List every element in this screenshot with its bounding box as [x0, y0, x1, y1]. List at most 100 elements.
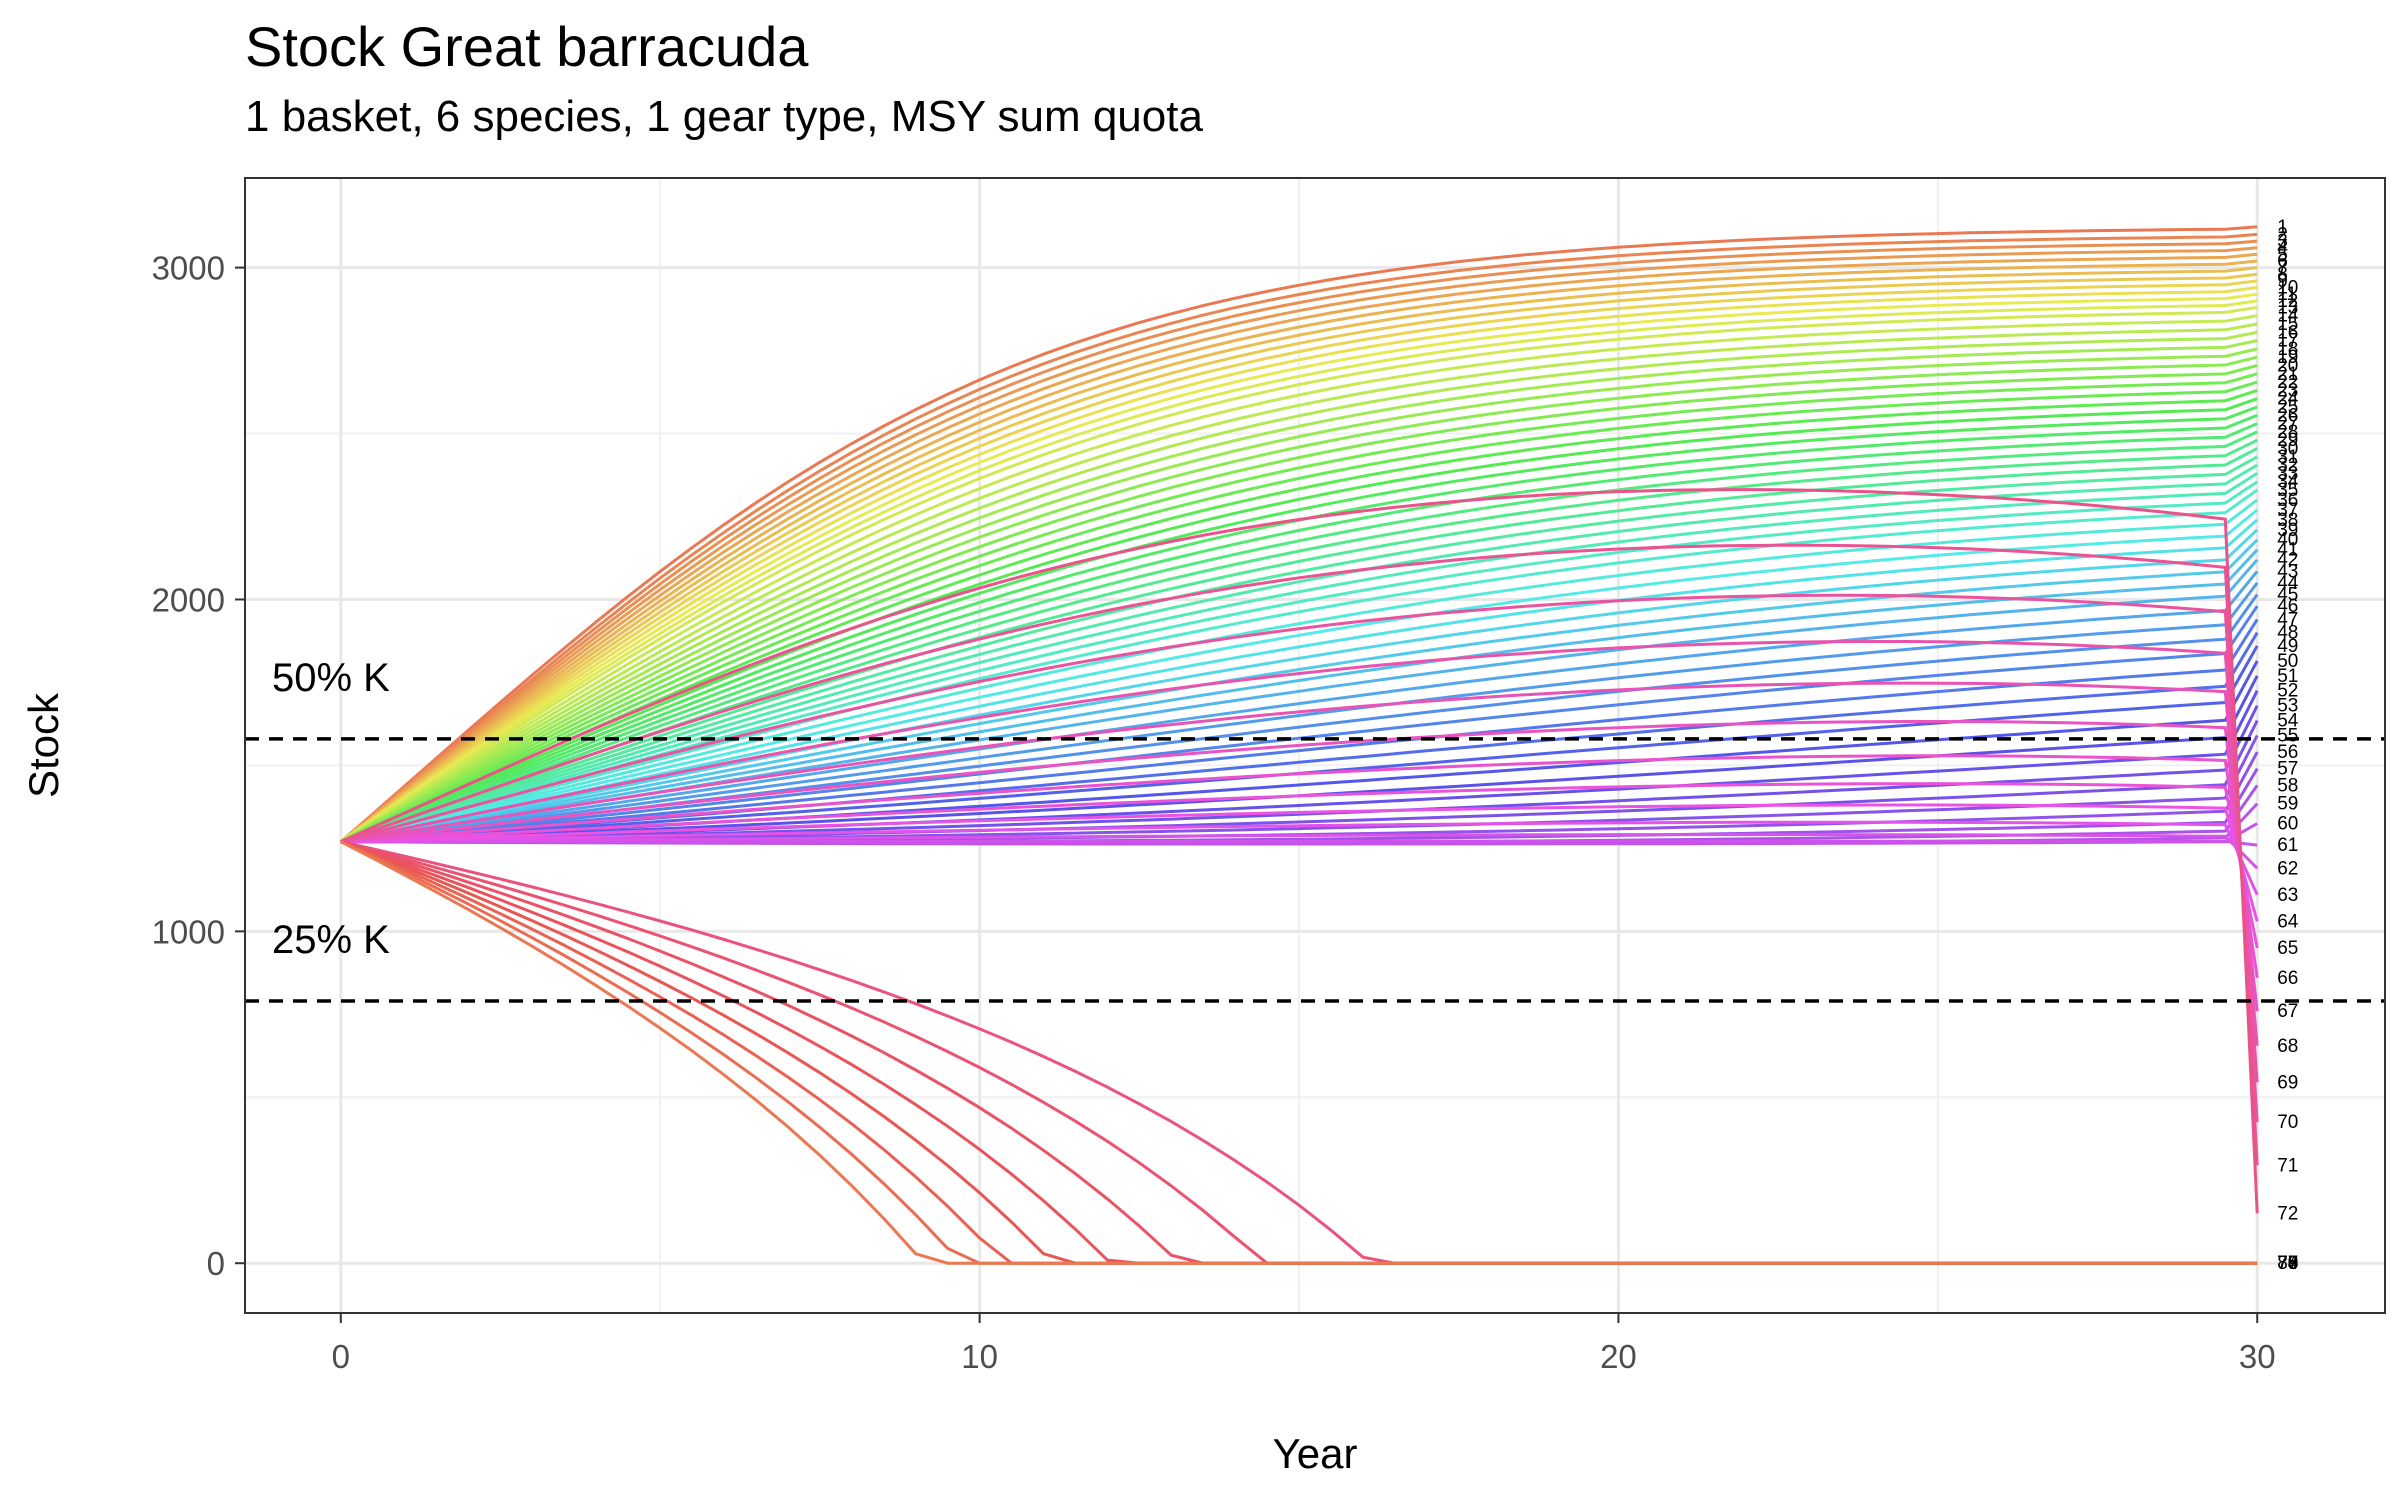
series-line — [340, 720, 2259, 1012]
series-line — [339, 305, 2258, 843]
series-end-label: 80 — [2277, 1253, 2298, 1274]
series-end-label: 49 — [2277, 636, 2298, 657]
series-line — [340, 820, 2259, 896]
series-end-label: 37 — [2277, 500, 2298, 521]
series-end-label: 38 — [2277, 510, 2298, 531]
series-end-label: 14 — [2277, 306, 2299, 327]
series-end-label: 40 — [2277, 530, 2298, 551]
panel-border — [244, 177, 2386, 1314]
series-end-label: 66 — [2277, 968, 2298, 989]
series-end-label: 57 — [2277, 759, 2298, 780]
y-tick-label: 0 — [207, 1245, 225, 1282]
series-end-label: 43 — [2277, 561, 2298, 582]
series-end-label: 11 — [2277, 284, 2297, 305]
series-line — [340, 581, 2259, 844]
series-line — [340, 463, 2258, 844]
series-line — [340, 593, 2259, 1123]
series-end-label: 63 — [2277, 885, 2298, 906]
series-end-label: 53 — [2277, 696, 2298, 717]
series-line — [339, 259, 2258, 843]
series-line — [340, 803, 2259, 922]
series-end-label: 26 — [2277, 405, 2298, 426]
series-end-label: 60 — [2277, 814, 2298, 835]
x-tick-label: 10 — [961, 1338, 998, 1375]
series-end-label: 1 — [2277, 217, 2288, 238]
series-end-label: 25 — [2277, 397, 2298, 418]
series-end-label: 78 — [2277, 1253, 2298, 1274]
series-line — [340, 640, 2259, 1083]
series-line — [340, 422, 2258, 844]
series-end-label: 32 — [2277, 455, 2298, 476]
series-line — [340, 518, 2259, 844]
series-end-label: 65 — [2277, 938, 2298, 959]
chart-title: Stock Great barracuda — [245, 15, 809, 78]
series-line — [340, 430, 2258, 844]
series-line — [340, 782, 2259, 949]
series-line — [340, 347, 2258, 844]
series-end-label: 79 — [2277, 1253, 2298, 1274]
series-line — [340, 322, 2258, 843]
series-line — [339, 279, 2258, 843]
y-tick-label: 3000 — [152, 250, 225, 287]
reference-line-label: 50% K — [272, 656, 390, 700]
series-line — [340, 605, 2259, 844]
series-end-label: 5 — [2277, 244, 2288, 265]
series-end-label: 42 — [2277, 550, 2298, 571]
series-end-label: 34 — [2277, 472, 2299, 493]
series-end-label: 77 — [2277, 1253, 2298, 1274]
series-end-label: 69 — [2277, 1072, 2298, 1093]
series-end-label: 33 — [2277, 463, 2298, 484]
series-end-label: 4 — [2277, 238, 2288, 259]
series-line — [340, 380, 2258, 844]
series-line — [340, 488, 2259, 1214]
series-end-label: 31 — [2277, 447, 2298, 468]
series-end-label: 74 — [2277, 1253, 2299, 1274]
series-line — [340, 528, 2259, 844]
series-end-label: 19 — [2277, 347, 2298, 368]
x-tick-label: 20 — [1600, 1338, 1637, 1375]
series-end-label: 29 — [2277, 430, 2298, 451]
series-line — [340, 314, 2258, 843]
series-line — [340, 397, 2258, 844]
series-end-label: 41 — [2277, 540, 2298, 561]
series-line — [340, 833, 2259, 870]
series-line — [340, 330, 2258, 844]
series-line — [339, 299, 2258, 843]
series-line — [340, 840, 2258, 1265]
series-line — [340, 538, 2259, 844]
series-end-label: 44 — [2277, 573, 2299, 594]
series-end-label: 21 — [2277, 364, 2298, 385]
series-lines — [339, 225, 2259, 1265]
series-end-label: 18 — [2277, 339, 2298, 360]
x-axis-title: Year — [1273, 1430, 1358, 1477]
series-line — [339, 246, 2258, 843]
series-line — [339, 239, 2258, 843]
series-line — [339, 225, 2258, 843]
series-end-label: 72 — [2277, 1203, 2298, 1224]
series-end-label: 59 — [2277, 794, 2298, 815]
series-end-label: 73 — [2277, 1253, 2298, 1274]
series-end-label: 45 — [2277, 585, 2298, 606]
reference-lines: 50% K 25% K — [245, 656, 2385, 1003]
series-line — [340, 472, 2258, 844]
series-end-label: 68 — [2277, 1036, 2298, 1057]
series-line — [340, 355, 2258, 844]
series-line — [340, 372, 2258, 844]
series-line — [339, 272, 2258, 843]
series-end-label: 52 — [2277, 681, 2298, 702]
series-end-label: 62 — [2277, 858, 2298, 879]
series-end-label: 22 — [2277, 372, 2298, 393]
series-end-label: 61 — [2277, 835, 2298, 856]
series-line — [340, 618, 2259, 844]
series-line — [339, 266, 2258, 843]
series-line — [340, 508, 2259, 844]
series-end-label: 56 — [2277, 742, 2298, 763]
series-end-label: 9 — [2277, 271, 2288, 292]
series-end-label: 47 — [2277, 609, 2298, 630]
series-end-label: 7 — [2277, 258, 2288, 279]
series-line — [340, 388, 2258, 844]
series-line — [339, 232, 2258, 843]
series-end-label: 54 — [2277, 711, 2299, 732]
series-end-label: 27 — [2277, 414, 2298, 435]
